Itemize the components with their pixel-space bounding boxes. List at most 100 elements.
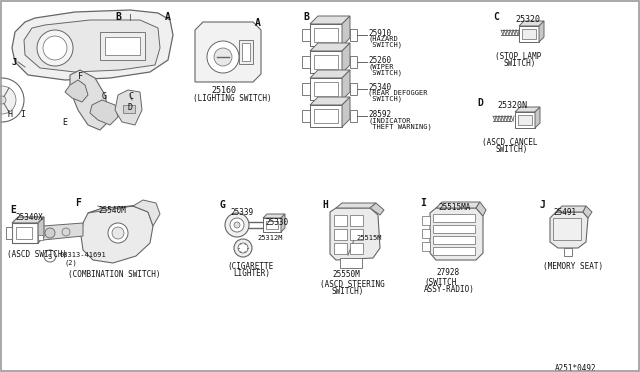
Text: A251*0492: A251*0492 [555,364,596,372]
Bar [302,29,310,41]
Bar [350,215,363,226]
Text: SWITCH): SWITCH) [332,287,364,296]
Circle shape [44,250,56,262]
Text: LIGHTER): LIGHTER) [233,269,270,278]
Text: 25320: 25320 [515,15,540,24]
Text: THEFT WARNING): THEFT WARNING) [368,123,432,129]
Bar [350,29,357,41]
Bar [515,112,535,128]
Text: F: F [78,72,83,81]
Bar [433,236,475,244]
Polygon shape [342,97,350,127]
Text: (COMBINATION SWITCH): (COMBINATION SWITCH) [68,270,161,279]
Polygon shape [310,16,350,24]
Circle shape [37,30,73,66]
Text: G: G [102,92,107,101]
Polygon shape [370,203,384,215]
Polygon shape [88,200,160,226]
Polygon shape [281,214,285,232]
Text: SWITCH): SWITCH) [503,59,536,68]
Polygon shape [24,20,160,72]
Bar [564,248,572,256]
Bar [310,78,342,100]
Bar [16,227,32,239]
Circle shape [112,227,124,239]
Circle shape [0,86,16,114]
Text: SWITCH): SWITCH) [495,145,527,154]
Polygon shape [550,212,588,248]
Text: J: J [540,200,546,210]
Bar [422,216,430,225]
Text: G: G [220,200,226,210]
Polygon shape [436,202,480,208]
Text: 25312M: 25312M [257,235,282,241]
Polygon shape [519,21,544,26]
Text: 25515M: 25515M [356,235,381,241]
Bar [310,51,342,73]
Polygon shape [342,43,350,73]
Text: 25550M: 25550M [332,270,360,279]
Text: 25340: 25340 [368,83,391,92]
Text: 25339: 25339 [230,208,253,217]
Circle shape [207,41,239,73]
Polygon shape [12,10,173,80]
Text: I: I [420,198,426,208]
Bar [266,221,278,229]
Bar [105,37,140,55]
Bar [6,227,12,239]
Polygon shape [430,208,483,260]
Polygon shape [65,80,88,102]
Bar [12,223,38,243]
Polygon shape [310,43,350,51]
Polygon shape [310,97,350,105]
Bar [350,56,357,68]
Bar [433,247,475,255]
Polygon shape [310,70,350,78]
Text: (ASCD CANCEL: (ASCD CANCEL [482,138,538,147]
Bar [518,115,532,125]
Bar [242,43,250,61]
Polygon shape [12,217,44,223]
Text: (INDICATOR: (INDICATOR [368,117,410,124]
Polygon shape [476,202,486,216]
Bar [350,229,363,240]
Text: D: D [128,103,133,112]
Circle shape [62,228,70,236]
Text: SWITCH): SWITCH) [368,42,402,48]
Text: A: A [255,18,261,28]
Polygon shape [81,206,153,263]
Text: 25540M: 25540M [98,206,125,215]
Bar [340,258,362,268]
Polygon shape [583,206,592,218]
Text: 25340X: 25340X [15,213,43,222]
Text: (LIGHTING SWITCH): (LIGHTING SWITCH) [193,94,271,103]
Text: (CIGARETTE: (CIGARETTE [227,262,273,271]
Text: C: C [128,92,133,101]
Bar [123,105,135,113]
Bar [334,243,347,254]
Bar [422,229,430,238]
Circle shape [0,78,24,122]
Bar [302,83,310,95]
Text: 25320N: 25320N [497,101,527,110]
Text: 08313-41691: 08313-41691 [60,252,107,258]
Bar [239,40,253,64]
Text: (HAZARD: (HAZARD [368,36,397,42]
Text: ASSY-RADIO): ASSY-RADIO) [424,285,475,294]
Text: E: E [62,118,67,127]
Polygon shape [330,208,380,260]
Polygon shape [263,214,285,218]
Polygon shape [43,223,83,240]
Circle shape [43,36,67,60]
Polygon shape [556,206,586,212]
Text: (WIPER: (WIPER [368,63,394,70]
Polygon shape [90,100,118,125]
Text: A: A [165,12,171,22]
Bar [38,235,43,240]
Bar [350,243,363,254]
Text: (2): (2) [64,259,77,266]
Text: 27928: 27928 [436,268,459,277]
Text: F: F [75,198,81,208]
Bar [100,32,145,60]
Polygon shape [342,70,350,100]
